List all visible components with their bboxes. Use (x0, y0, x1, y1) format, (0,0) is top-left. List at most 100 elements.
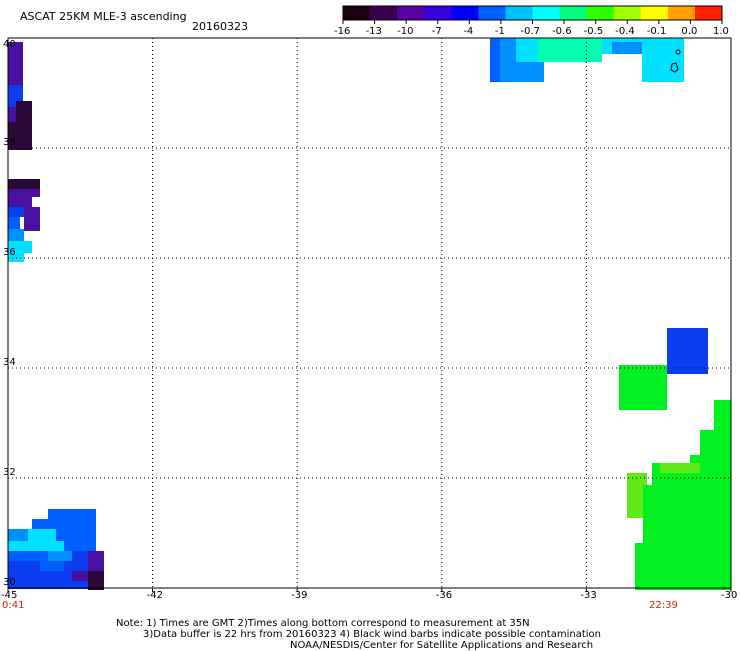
colorbar-segment (397, 6, 425, 20)
data-pixel (8, 207, 24, 217)
data-pixel (667, 545, 731, 590)
colorbar-border (342, 5, 723, 21)
data-pixel (714, 400, 731, 430)
colorbar-segment (343, 6, 371, 20)
lon-tick-label: -33 (580, 590, 597, 601)
colorbar-segment (370, 6, 398, 20)
data-pixel (40, 561, 64, 571)
data-pixel (8, 179, 40, 189)
colorbar-tick-label: -1 (494, 26, 505, 37)
data-pixel (24, 541, 64, 551)
data-pixel (667, 328, 708, 374)
data-pixel (643, 485, 731, 515)
colorbar-tick-label: 1.0 (713, 26, 729, 37)
colorbar-tick-label: -0.1 (646, 26, 667, 37)
data-pixel (516, 62, 544, 82)
data-pixel (48, 551, 72, 561)
data-pixel (8, 551, 48, 561)
data-pixel (8, 189, 40, 197)
lat-tick-label: 40 (3, 39, 16, 50)
data-pixel (8, 42, 23, 60)
colorbar-tick-label: -16 (334, 26, 351, 37)
time-label-left: 0:41 (2, 600, 25, 611)
data-pixel (88, 571, 104, 590)
data-pixel (88, 551, 104, 561)
contamination-marker (675, 49, 681, 55)
data-pixel (660, 463, 700, 473)
data-pixel (8, 529, 28, 541)
data-pixel (8, 122, 18, 150)
colorbar-segment (640, 6, 669, 20)
data-pixel (8, 561, 40, 571)
colorbar-segment (694, 6, 723, 20)
lat-tick-label: 36 (3, 247, 16, 258)
data-pixel (28, 529, 56, 541)
lat-tick-label: 34 (3, 357, 16, 368)
colorbar-tick-label: -0.5 (583, 26, 604, 37)
data-pixel (8, 217, 20, 229)
data-pixel (32, 519, 96, 529)
data-pixel (8, 581, 88, 589)
colorbar-tick-label: -0.4 (615, 26, 635, 37)
colorbar-segment (478, 6, 506, 20)
data-pixel (612, 42, 642, 54)
product-date: 20160323 (192, 20, 248, 33)
data-pixel (8, 541, 24, 551)
colorbar-tick-label: -7 (431, 26, 442, 37)
lat-tick-label: 32 (3, 467, 16, 478)
lon-tick-label: -42 (146, 590, 163, 601)
data-pixel (16, 101, 32, 150)
colorbar-tick-label: -13 (365, 26, 382, 37)
data-pixel (64, 561, 88, 571)
data-pixel (72, 571, 88, 581)
colorbar (342, 6, 723, 24)
colorbar-segment (586, 6, 615, 20)
data-pixel (8, 60, 23, 85)
data-pixel (635, 543, 675, 590)
lon-tick-label: -36 (435, 590, 453, 601)
colorbar-segment (505, 6, 533, 20)
lat-tick-label: 30 (3, 577, 16, 588)
data-pixel (642, 38, 684, 82)
colorbar-tick-label: -0.7 (520, 26, 541, 37)
map-border (7, 37, 732, 589)
colorbar-segment (613, 6, 642, 20)
data-pixel (490, 38, 500, 82)
lat-tick-label: 38 (3, 137, 16, 148)
colorbar-segment (451, 6, 479, 20)
data-pixel (56, 529, 96, 541)
lon-tick-label: -30 (721, 590, 738, 601)
colorbar-tick-label: 0.0 (681, 26, 698, 37)
footer-credit: NOAA/NESDIS/Center for Satellite Applica… (290, 640, 594, 651)
data-pixel (88, 561, 104, 571)
contamination-marker (670, 62, 679, 73)
colorbar-tick-label: -10 (397, 26, 414, 37)
data-pixel (72, 551, 88, 561)
data-pixel (64, 541, 96, 551)
time-label-right: 22:39 (649, 600, 678, 611)
product-title: ASCAT 25KM MLE-3 ascending (20, 10, 187, 23)
data-pixel (627, 473, 647, 518)
data-pixel (619, 365, 667, 410)
data-pixel (643, 515, 731, 545)
data-pixel (8, 229, 24, 241)
colorbar-segment (424, 6, 452, 20)
colorbar-segment (667, 6, 696, 20)
colorbar-tick-label: -0.6 (552, 26, 572, 37)
lon-tick-label: -45 (1, 590, 18, 601)
data-pixel (8, 197, 32, 207)
colorbar-tick-label: -4 (463, 26, 474, 37)
lon-tick-label: -39 (291, 590, 308, 601)
data-pixel (48, 509, 96, 519)
lat-lon-grid (7, 38, 732, 592)
data-pixel (500, 38, 516, 82)
data-pixel (24, 207, 40, 231)
colorbar-segment (559, 6, 588, 20)
footer-note-line2: 3)Data buffer is 22 hrs from 20160323 4)… (143, 629, 601, 640)
data-pixel (8, 571, 72, 581)
data-pixel (8, 241, 32, 253)
data-pixel (538, 38, 602, 62)
colorbar-segment (532, 6, 561, 20)
footer-note-line1: Note: 1) Times are GMT 2)Times along bot… (116, 618, 530, 629)
